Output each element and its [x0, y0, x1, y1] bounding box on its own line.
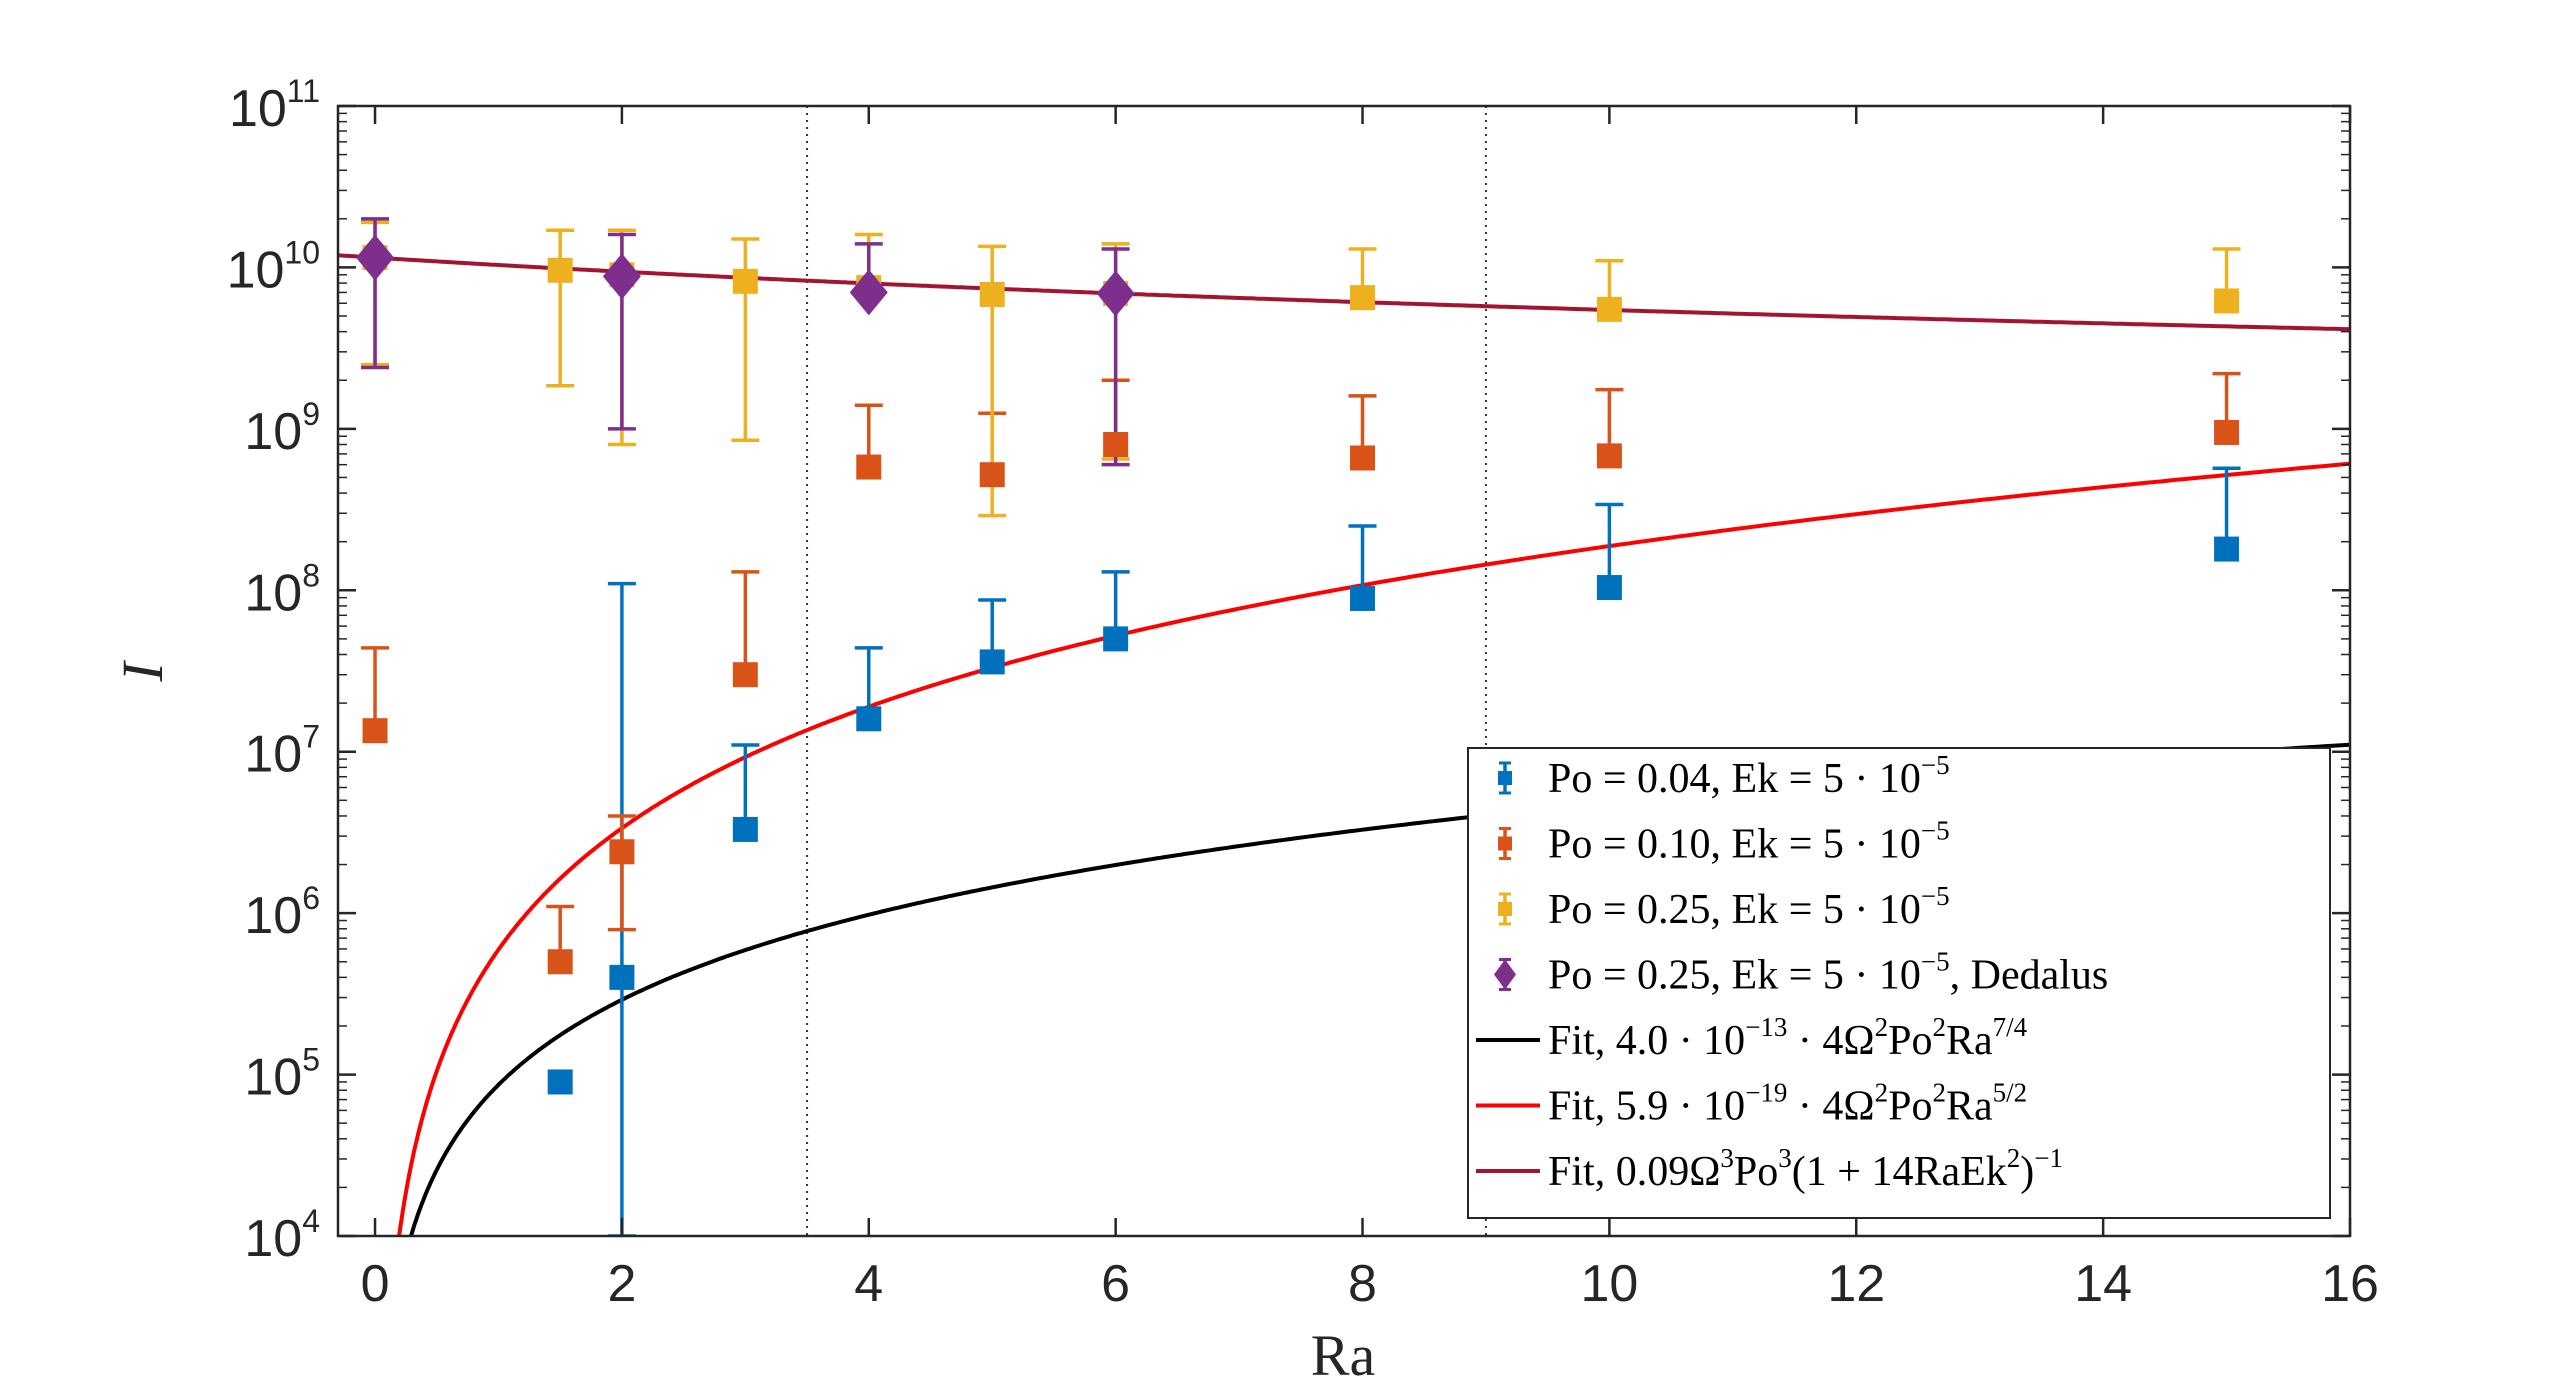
data-marker-s2-p5 — [979, 281, 1005, 307]
x-tick-labels: 0 2 4 6 8 10 12 14 16 — [361, 1255, 2379, 1313]
x-tick-label: 4 — [854, 1255, 883, 1313]
legend-label: Po = 0.25, Ek = 5 · 10−5, Dedalus — [1548, 947, 2108, 999]
data-marker-s1-p7 — [1350, 445, 1376, 471]
data-marker-s0-p0 — [547, 1069, 573, 1095]
legend-entry-6: Fit, 0.09Ω3Po3(1 + 14RaEk2)−1 — [1476, 1143, 2063, 1195]
legend-marker — [1498, 836, 1512, 851]
legend-entry-2: Po = 0.25, Ek = 5 · 10−5 — [1498, 881, 1950, 933]
data-markers — [356, 234, 2240, 1095]
data-marker-s0-p4 — [979, 649, 1005, 675]
x-tick-label: 10 — [1580, 1255, 1638, 1313]
data-marker-s2-p3 — [732, 268, 758, 294]
x-tick-label: 0 — [361, 1255, 390, 1313]
legend-marker — [1498, 902, 1512, 916]
y-tick-label: 105 — [244, 1042, 320, 1107]
data-marker-s0-p6 — [1350, 585, 1376, 611]
data-marker-s1-p0 — [362, 718, 388, 744]
data-marker-s0-p5 — [1103, 626, 1129, 652]
y-tick-label: 109 — [244, 396, 320, 461]
x-tick-label: 8 — [1348, 1255, 1377, 1313]
x-tick-label: 12 — [1827, 1255, 1885, 1313]
data-marker-s0-p2 — [732, 816, 758, 842]
data-marker-s0-p3 — [856, 706, 882, 732]
legend-label: Po = 0.04, Ek = 5 · 10−5 — [1548, 750, 1950, 802]
data-marker-s1-p6 — [1103, 432, 1129, 458]
legend-box — [1467, 747, 2331, 1219]
data-marker-s1-p1 — [547, 949, 573, 975]
fit-line-1 — [397, 461, 2350, 1236]
legend-marker — [1498, 771, 1512, 785]
data-marker-s1-p5 — [979, 462, 1005, 488]
legend-label: Fit, 0.09Ω3Po3(1 + 14RaEk2)−1 — [1548, 1143, 2063, 1195]
data-marker-s3-p3 — [1096, 270, 1135, 317]
data-marker-s2-p1 — [547, 257, 573, 283]
legend-entry-5: Fit, 5.9 · 10−19 · 4Ω2Po2Ra5/2 — [1476, 1078, 2027, 1130]
plot-frame — [336, 104, 2352, 1238]
fit-line-2 — [338, 253, 2350, 332]
legend: Po = 0.04, Ek = 5 · 10−5 Po = 0.10, Ek = … — [1467, 747, 2331, 1219]
data-marker-s3-p2 — [849, 269, 888, 316]
legend-entry-1: Po = 0.10, Ek = 5 · 10−5 — [1498, 816, 1950, 868]
data-marker-s0-p7 — [1596, 575, 1622, 601]
legend-label: Po = 0.25, Ek = 5 · 10−5 — [1548, 881, 1950, 933]
legend-label: Fit, 4.0 · 10−13 · 4Ω2Po2Ra7/4 — [1548, 1012, 2028, 1064]
data-marker-s1-p4 — [856, 454, 882, 480]
legend-label: Fit, 5.9 · 10−19 · 4Ω2Po2Ra5/2 — [1548, 1078, 2027, 1130]
data-marker-s3-p1 — [602, 253, 641, 300]
data-marker-s2-p7 — [1350, 285, 1376, 311]
y-tick-label: 1010 — [227, 234, 320, 299]
data-marker-s1-p3 — [732, 662, 758, 688]
x-axis-title: Ra — [1311, 1323, 1375, 1388]
data-marker-s2-p8 — [1596, 296, 1622, 322]
x-tick-label: 2 — [607, 1255, 636, 1313]
data-marker-s0-p1 — [609, 964, 635, 990]
axis-ticks — [338, 104, 2352, 1238]
legend-marker — [1494, 959, 1516, 990]
legend-entry-3: Po = 0.25, Ek = 5 · 10−5, Dedalus — [1494, 947, 2108, 999]
x-tick-label: 14 — [2074, 1255, 2132, 1313]
y-axis-title: I — [110, 660, 175, 683]
data-marker-s3-p0 — [356, 234, 395, 281]
y-tick-labels: 104 105 106 107 108 109 1010 1011 — [227, 73, 320, 1268]
y-tick-label: 108 — [244, 557, 320, 622]
legend-label: Po = 0.10, Ek = 5 · 10−5 — [1548, 816, 1950, 868]
x-tick-label: 16 — [2321, 1255, 2379, 1313]
y-tick-label: 104 — [244, 1203, 320, 1268]
y-tick-label: 1011 — [229, 73, 320, 138]
legend-entry-0: Po = 0.04, Ek = 5 · 10−5 — [1498, 750, 1950, 802]
y-tick-label: 106 — [244, 880, 320, 945]
data-marker-s1-p2 — [609, 839, 635, 865]
data-marker-s1-p8 — [1596, 443, 1622, 469]
data-marker-s1-p9 — [2214, 419, 2240, 445]
x-tick-label: 6 — [1101, 1255, 1130, 1313]
data-marker-s0-p8 — [2214, 536, 2240, 562]
data-marker-s2-p9 — [2214, 288, 2240, 314]
y-tick-label: 107 — [244, 719, 320, 784]
legend-entry-4: Fit, 4.0 · 10−13 · 4Ω2Po2Ra7/4 — [1476, 1012, 2028, 1064]
